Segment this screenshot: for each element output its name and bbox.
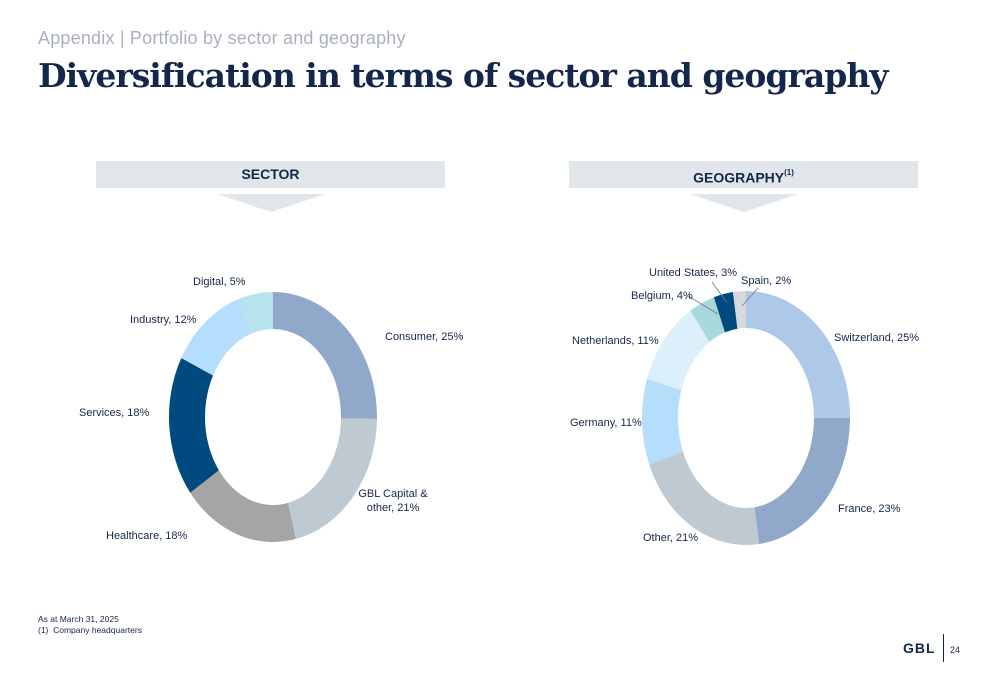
- geography-slice-3: [641, 378, 683, 465]
- geography-slice-1: [754, 418, 850, 544]
- geography-slice-6: [713, 292, 738, 333]
- sector-slice-3: [169, 357, 219, 493]
- sector-down-arrow-icon: [217, 194, 325, 212]
- geography-slice-5: [690, 297, 725, 343]
- sector-slice-1: [287, 418, 377, 539]
- geography-slice-7: [732, 291, 746, 329]
- sector-slice-label-3: Services, 18%: [79, 407, 150, 419]
- geography-slice-2: [649, 451, 760, 545]
- sector-slice-label-1: GBL Capital & other, 21%: [358, 488, 428, 514]
- geography-header-label: GEOGRAPHY: [693, 169, 785, 186]
- geography-slice-label-0: Switzerland, 25%: [834, 332, 919, 344]
- geography-leader-line-5: [687, 295, 719, 315]
- geography-slice-label-4: Netherlands, 11%: [572, 335, 659, 347]
- footnote-1: (1) Company headquarters: [38, 625, 142, 635]
- sector-slice-2: [190, 470, 296, 542]
- sector-header-label: SECTOR: [241, 166, 300, 182]
- geography-footnote-marker: (1): [784, 168, 794, 177]
- geography-slice-label-5: Belgium, 4%: [631, 290, 693, 302]
- sector-slice-label-4: Industry, 12%: [130, 314, 197, 326]
- geography-slice-label-2: Other, 21%: [643, 532, 698, 544]
- sector-slice-5: [240, 292, 273, 334]
- sector-slice-4: [181, 298, 252, 376]
- geography-slice-0: [746, 291, 850, 418]
- sector-header-band: SECTOR: [96, 161, 445, 188]
- page-title: Diversification in terms of sector and g…: [38, 56, 889, 95]
- geography-slice-4: [647, 310, 710, 391]
- logo-divider: [943, 634, 944, 662]
- gbl-logo: GBL: [903, 640, 936, 656]
- geography-leader-line-7: [741, 287, 759, 307]
- geography-slice-label-3: Germany, 11%: [570, 417, 642, 429]
- sector-slice-0: [273, 292, 377, 419]
- footnotes: As at March 31, 2025 (1) Company headqua…: [38, 614, 142, 636]
- geography-slice-label-1: France, 23%: [838, 503, 901, 515]
- geography-slice-label-6: United States, 3%: [649, 267, 737, 279]
- page-number: 24: [950, 645, 961, 655]
- geography-slice-label-7: Spain, 2%: [741, 275, 791, 287]
- sector-slice-label-2: Healthcare, 18%: [106, 530, 188, 542]
- geography-leader-line-6: [711, 281, 728, 304]
- footnote-date: As at March 31, 2025: [38, 614, 119, 624]
- sector-slice-label-5: Digital, 5%: [193, 276, 246, 288]
- page-subtitle: Appendix | Portfolio by sector and geogr…: [38, 28, 406, 48]
- geography-header-band: GEOGRAPHY(1): [569, 161, 918, 188]
- geography-down-arrow-icon: [690, 194, 798, 212]
- sector-slice-label-0: Consumer, 25%: [385, 331, 463, 343]
